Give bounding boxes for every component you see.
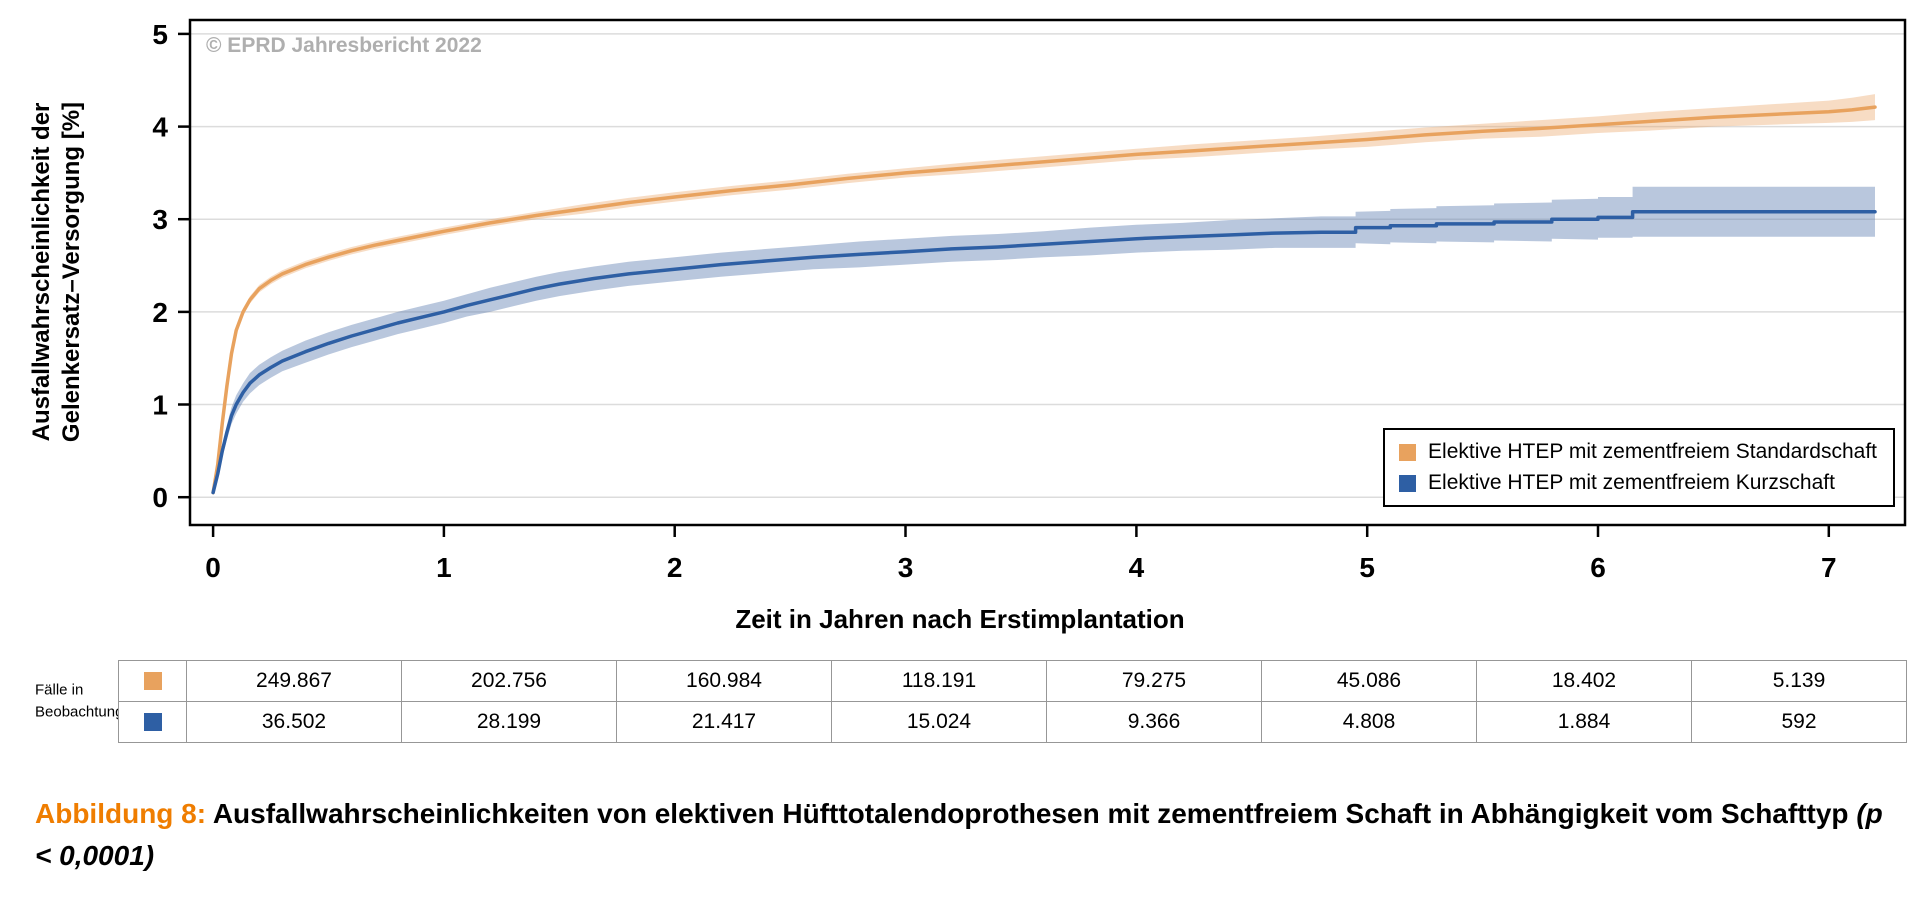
risk-table-label-line2: Beobachtung	[35, 703, 124, 720]
cases-count-cell: 21.417	[616, 702, 831, 742]
cases-count-cell: 45.086	[1261, 661, 1476, 701]
chart-legend: Elektive HTEP mit zementfreiem Standards…	[1383, 428, 1895, 507]
failure-probability-chart: 0 1 2 3 4 5 6 7 0 1 2 3 4 5	[152, 18, 1907, 583]
risk-table-region: Fälle in Beobachtung 249.867 202.756 160.9…	[0, 660, 1920, 743]
figure-caption: Abbildung 8: Ausfallwahrscheinlichkeiten…	[35, 793, 1890, 877]
x-tick-label: 1	[436, 552, 452, 583]
risk-table-row-kurzschaft: 36.502 28.199 21.417 15.024 9.366 4.808 1.884 5…	[119, 701, 1906, 742]
cases-count-cell: 1.884	[1476, 702, 1691, 742]
risk-table: 249.867 202.756 160.984 118.191 79.275 45.086…	[118, 660, 1907, 743]
y-tick-label: 5	[152, 19, 168, 50]
y-axis-label-line1: Ausfallwahrscheinlichkeit der	[28, 102, 55, 442]
caption-pvalue: (p < 0,0001)	[35, 798, 1883, 871]
kurzschaft-confidence-band	[213, 186, 1876, 496]
legend-entry-kurzschaft: Elektive HTEP mit zementfreiem Kurzschaf…	[1399, 471, 1877, 495]
cases-count-cell: 79.275	[1046, 661, 1261, 701]
risk-table-label-line1: Fälle in	[35, 681, 84, 699]
kurzschaft-curve	[211, 210, 1877, 495]
y-tick-label: 3	[152, 204, 168, 235]
series-swatch-cell	[119, 702, 186, 742]
cases-count-cell: 249.867	[186, 661, 401, 701]
y-tick-label: 1	[152, 390, 168, 421]
kurzschaft-color-swatch	[1399, 474, 1417, 492]
x-tick-label: 0	[205, 552, 221, 583]
kurzschaft-color-swatch	[143, 713, 162, 731]
x-tick-label: 2	[667, 552, 683, 583]
legend-label-kurzschaft: Elektive HTEP mit zementfreiem Kurzschaf…	[1428, 471, 1835, 494]
y-tick-label: 0	[152, 482, 168, 513]
x-axis-title: Zeit in Jahren nach Erstimplantation	[735, 604, 1185, 634]
cases-count-cell: 15.024	[831, 702, 1046, 742]
y-axis-label-line2: Gelenkersatz–Versorgung [%]	[58, 101, 85, 443]
standardschaft-curve	[211, 105, 1877, 495]
cases-count-cell: 5.139	[1691, 661, 1906, 701]
plot-frame	[188, 18, 1907, 527]
cases-count-cell: 592	[1691, 702, 1906, 742]
risk-table-row-standardschaft: 249.867 202.756 160.984 118.191 79.275 45.086…	[119, 661, 1906, 701]
y-tick-label: 4	[152, 112, 168, 143]
cases-count-cell: 9.366	[1046, 702, 1261, 742]
standardschaft-color-swatch	[1399, 443, 1417, 461]
standardschaft-color-swatch	[143, 672, 162, 690]
y-axis-label: Ausfallwahrscheinlichkeit der Gelenkersa…	[27, 102, 87, 442]
cases-count-cell: 118.191	[831, 661, 1046, 701]
copyright-text: © EPRD Jahresbericht 2022	[206, 34, 482, 57]
legend-entry-standardschaft: Elektive HTEP mit zementfreiem Standards…	[1399, 440, 1877, 464]
x-tick-label: 4	[1129, 552, 1145, 583]
risk-table-label: Fälle in Beobachtung	[35, 679, 123, 723]
x-tick-label: 5	[1359, 552, 1375, 583]
cases-count-cell: 4.808	[1261, 702, 1476, 742]
chart-region: 0 1 2 3 4 5 6 7 0 1 2 3 4 5 © EPRD Jahresbericht 2022…	[27, 18, 1907, 634]
y-tick-label: 2	[152, 297, 168, 328]
series-swatch-cell	[119, 661, 186, 701]
cases-count-cell: 160.984	[616, 661, 831, 701]
caption-label: Abbildung 8:	[35, 798, 207, 829]
legend-label-standardschaft: Elektive HTEP mit zementfreiem Standards…	[1428, 440, 1877, 463]
cases-count-cell: 28.199	[401, 702, 616, 742]
cases-count-cell: 36.502	[186, 702, 401, 742]
x-tick-label: 6	[1590, 552, 1606, 583]
x-tick-label: 3	[898, 552, 914, 583]
cases-count-cell: 202.756	[401, 661, 616, 701]
caption-text: Ausfallwahrscheinlichkeiten von elektive…	[212, 798, 1849, 829]
cases-count-cell: 18.402	[1476, 661, 1691, 701]
x-tick-label: 7	[1821, 552, 1837, 583]
